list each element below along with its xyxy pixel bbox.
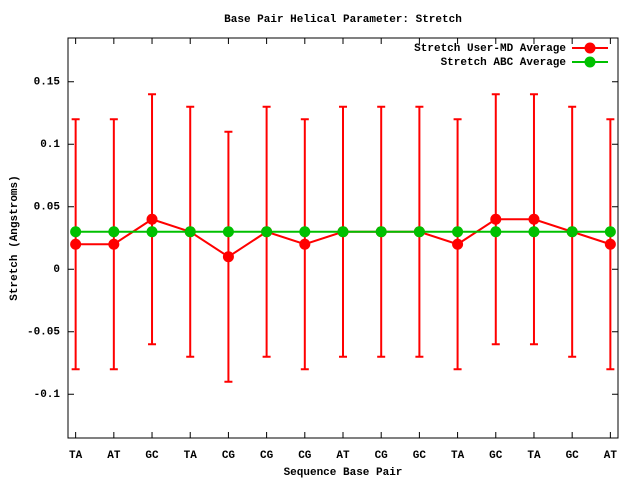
point [413, 226, 425, 238]
x-tick-label: TA [69, 450, 83, 462]
point [604, 226, 616, 238]
x-tick-label: CG [260, 450, 274, 462]
legend-marker [584, 42, 596, 54]
point [299, 238, 311, 250]
point [146, 226, 158, 238]
point [528, 226, 540, 238]
x-tick-label: CG [222, 450, 236, 462]
point [146, 213, 158, 225]
y-tick-label: 0 [53, 264, 60, 276]
x-tick-label: CG [375, 450, 389, 462]
y-tick-label: -0.1 [34, 389, 61, 401]
y-tick-label: -0.05 [27, 327, 60, 339]
x-tick-label: GC [145, 450, 159, 462]
x-tick-label: AT [107, 450, 121, 462]
chart-title: Base Pair Helical Parameter: Stretch [224, 14, 462, 26]
x-tick-label: TA [451, 450, 465, 462]
legend-label: Stretch ABC Average [441, 57, 567, 69]
legend-marker [584, 56, 596, 68]
x-tick-label: TA [527, 450, 541, 462]
x-tick-label: AT [336, 450, 350, 462]
point [490, 226, 502, 238]
y-tick-label: 0.05 [34, 202, 61, 214]
point [184, 226, 196, 238]
point [261, 226, 273, 238]
point [108, 226, 120, 238]
x-tick-label: TA [184, 450, 198, 462]
point [222, 251, 234, 263]
point [490, 213, 502, 225]
x-tick-label: AT [604, 450, 618, 462]
point [70, 226, 82, 238]
point [452, 238, 464, 250]
point [337, 226, 349, 238]
point [375, 226, 387, 238]
x-tick-label: CG [298, 450, 312, 462]
point [528, 213, 540, 225]
point [566, 226, 578, 238]
y-tick-label: 0.15 [34, 77, 61, 89]
x-tick-label: GC [413, 450, 427, 462]
point [108, 238, 120, 250]
y-tick-label: 0.1 [40, 139, 60, 151]
point [70, 238, 82, 250]
x-tick-label: GC [566, 450, 580, 462]
point [299, 226, 311, 238]
point [222, 226, 234, 238]
y-axis-title: Stretch (Angstroms) [9, 175, 21, 300]
point [604, 238, 616, 250]
x-axis-title: Sequence Base Pair [284, 467, 403, 479]
legend-label: Stretch User-MD Average [414, 43, 566, 55]
x-tick-label: GC [489, 450, 503, 462]
point [452, 226, 464, 238]
